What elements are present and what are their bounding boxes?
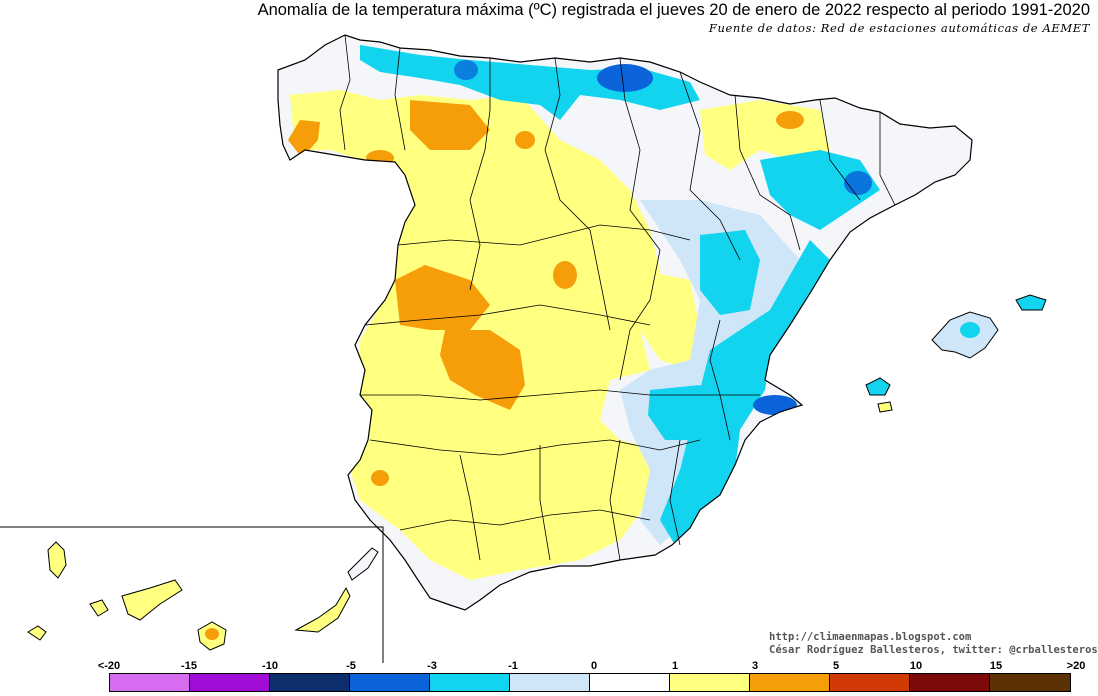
blog-url[interactable]: http://climaenmapas.blogspot.com xyxy=(769,631,972,643)
legend-swatch xyxy=(190,674,270,691)
warm-core-extremadura-n xyxy=(395,265,490,330)
cold-region-cantabria xyxy=(360,45,700,120)
warm-core-zamora xyxy=(515,131,535,149)
warm-core-leon xyxy=(410,100,490,150)
warm-core-huelva xyxy=(371,470,389,486)
legend-label: 1 xyxy=(671,660,679,672)
cold-core-basque xyxy=(597,64,653,92)
peninsula xyxy=(277,34,973,611)
cold-core-valencia xyxy=(753,395,797,415)
map-title: Anomalía de la temperatura máxima (ºC) r… xyxy=(257,1,1090,19)
author-credit: César Rodríguez Ballesteros, twitter: @c… xyxy=(769,644,1098,656)
legend-label: -3 xyxy=(427,660,437,672)
warm-core-galicia xyxy=(288,120,320,158)
cold-core-cantabria xyxy=(454,60,478,80)
gran-canaria-warm-core xyxy=(205,628,219,640)
legend-label: 10 xyxy=(909,660,923,672)
legend-swatch xyxy=(270,674,350,691)
cold-core-catalonia xyxy=(844,171,872,195)
canary-inset-frame xyxy=(0,526,384,663)
legend-label: <-20 xyxy=(97,660,121,672)
menorca xyxy=(1015,294,1047,311)
legend-swatch xyxy=(750,674,830,691)
cold-region-murcia xyxy=(648,385,720,440)
warm-core-madrid xyxy=(553,261,577,289)
legend-label: 3 xyxy=(751,660,759,672)
legend-swatch xyxy=(910,674,990,691)
legend-swatch xyxy=(350,674,430,691)
canary-islands xyxy=(27,541,379,651)
color-scale-legend xyxy=(109,673,1071,692)
province-borders xyxy=(339,34,896,561)
legend-swatch xyxy=(990,674,1070,691)
warm-region-central xyxy=(640,270,700,370)
warm-core-extremadura-s xyxy=(440,330,525,410)
warm-core-lerida xyxy=(776,111,804,129)
legend-swatch xyxy=(830,674,910,691)
legend-swatch xyxy=(590,674,670,691)
legend-swatch xyxy=(510,674,590,691)
legend-swatch xyxy=(110,674,190,691)
formentera xyxy=(877,401,893,413)
legend-swatch xyxy=(670,674,750,691)
legend-labels: <-20 -15 -10 -5 -3 -1 0 1 3 5 10 15 >20 xyxy=(0,660,1098,674)
la-gomera xyxy=(89,599,109,617)
credits: http://climaenmapas.blogspot.com César R… xyxy=(769,631,1098,657)
legend-label: 5 xyxy=(832,660,840,672)
legend-label: -5 xyxy=(346,660,356,672)
map-subtitle: Fuente de datos: Red de estaciones autom… xyxy=(708,21,1090,35)
legend-label: -1 xyxy=(508,660,518,672)
mallorca-cold-core xyxy=(960,322,980,338)
balearic-islands xyxy=(865,294,1047,413)
legend-label: 0 xyxy=(590,660,598,672)
la-palma xyxy=(47,541,67,579)
fuerteventura xyxy=(294,586,351,633)
tenerife xyxy=(121,579,183,621)
ibiza xyxy=(865,377,891,396)
warm-core-asturias xyxy=(366,150,394,166)
cold-region-levante xyxy=(660,240,830,545)
legend-label: >20 xyxy=(1066,660,1086,672)
legend-label: -10 xyxy=(262,660,278,672)
peninsula-outline xyxy=(277,34,973,611)
cold-region-iberico xyxy=(700,230,760,315)
lanzarote xyxy=(347,547,379,581)
cold-region-catalonia xyxy=(760,150,880,230)
legend-label: 15 xyxy=(989,660,1003,672)
legend-swatch xyxy=(430,674,510,691)
el-hierro xyxy=(27,625,47,641)
legend-label: -15 xyxy=(181,660,197,672)
